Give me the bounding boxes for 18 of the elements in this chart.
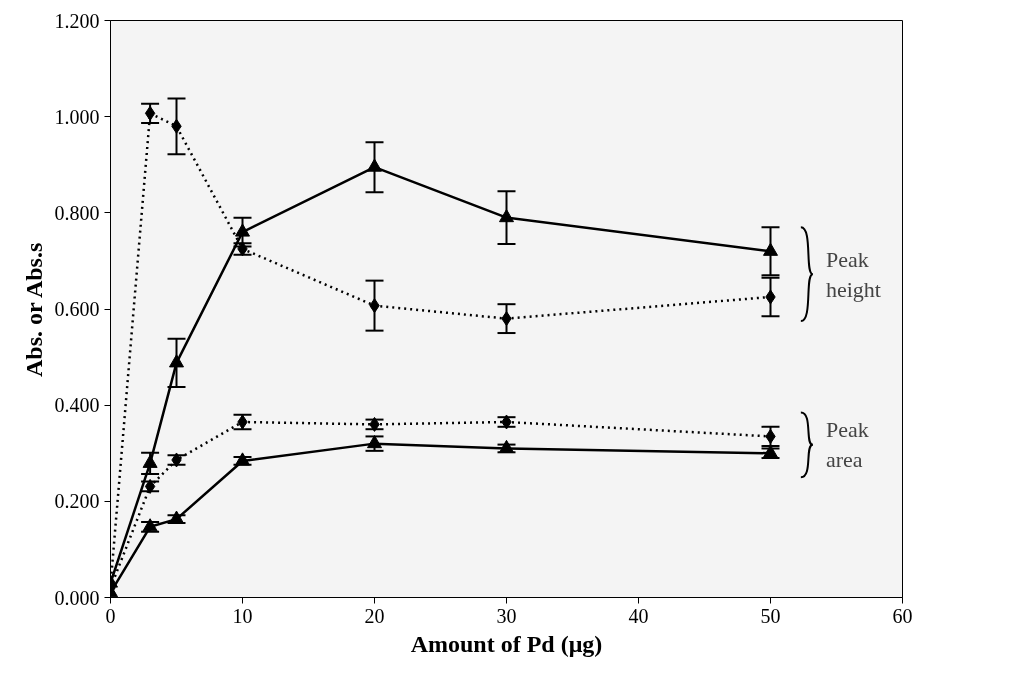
x-tick-label: 40 — [628, 604, 649, 627]
x-tick-label: 20 — [364, 604, 385, 627]
x-tick-label: 10 — [232, 604, 253, 627]
x-axis-title: Amount of Pd (μg) — [410, 630, 603, 657]
y-tick-label: 0.600 — [54, 298, 100, 320]
x-tick-label: 30 — [496, 604, 517, 627]
x-tick-label: 60 — [892, 604, 913, 627]
y-tick-label: 1.000 — [54, 105, 100, 128]
y-tick-label: 0.800 — [54, 201, 100, 224]
y-axis-title: Abs. or Abs.s — [20, 242, 47, 378]
y-tick-label: 0.000 — [54, 586, 100, 609]
annotation: Peak height — [825, 246, 881, 302]
y-tick-label: 0.200 — [54, 490, 100, 513]
annotation: Peak area — [825, 417, 869, 473]
x-tick-label: 50 — [760, 604, 781, 627]
x-tick-label: 0 — [105, 604, 116, 627]
y-tick-label: 0.400 — [54, 394, 100, 417]
y-tick-label: 1.200 — [54, 9, 100, 32]
